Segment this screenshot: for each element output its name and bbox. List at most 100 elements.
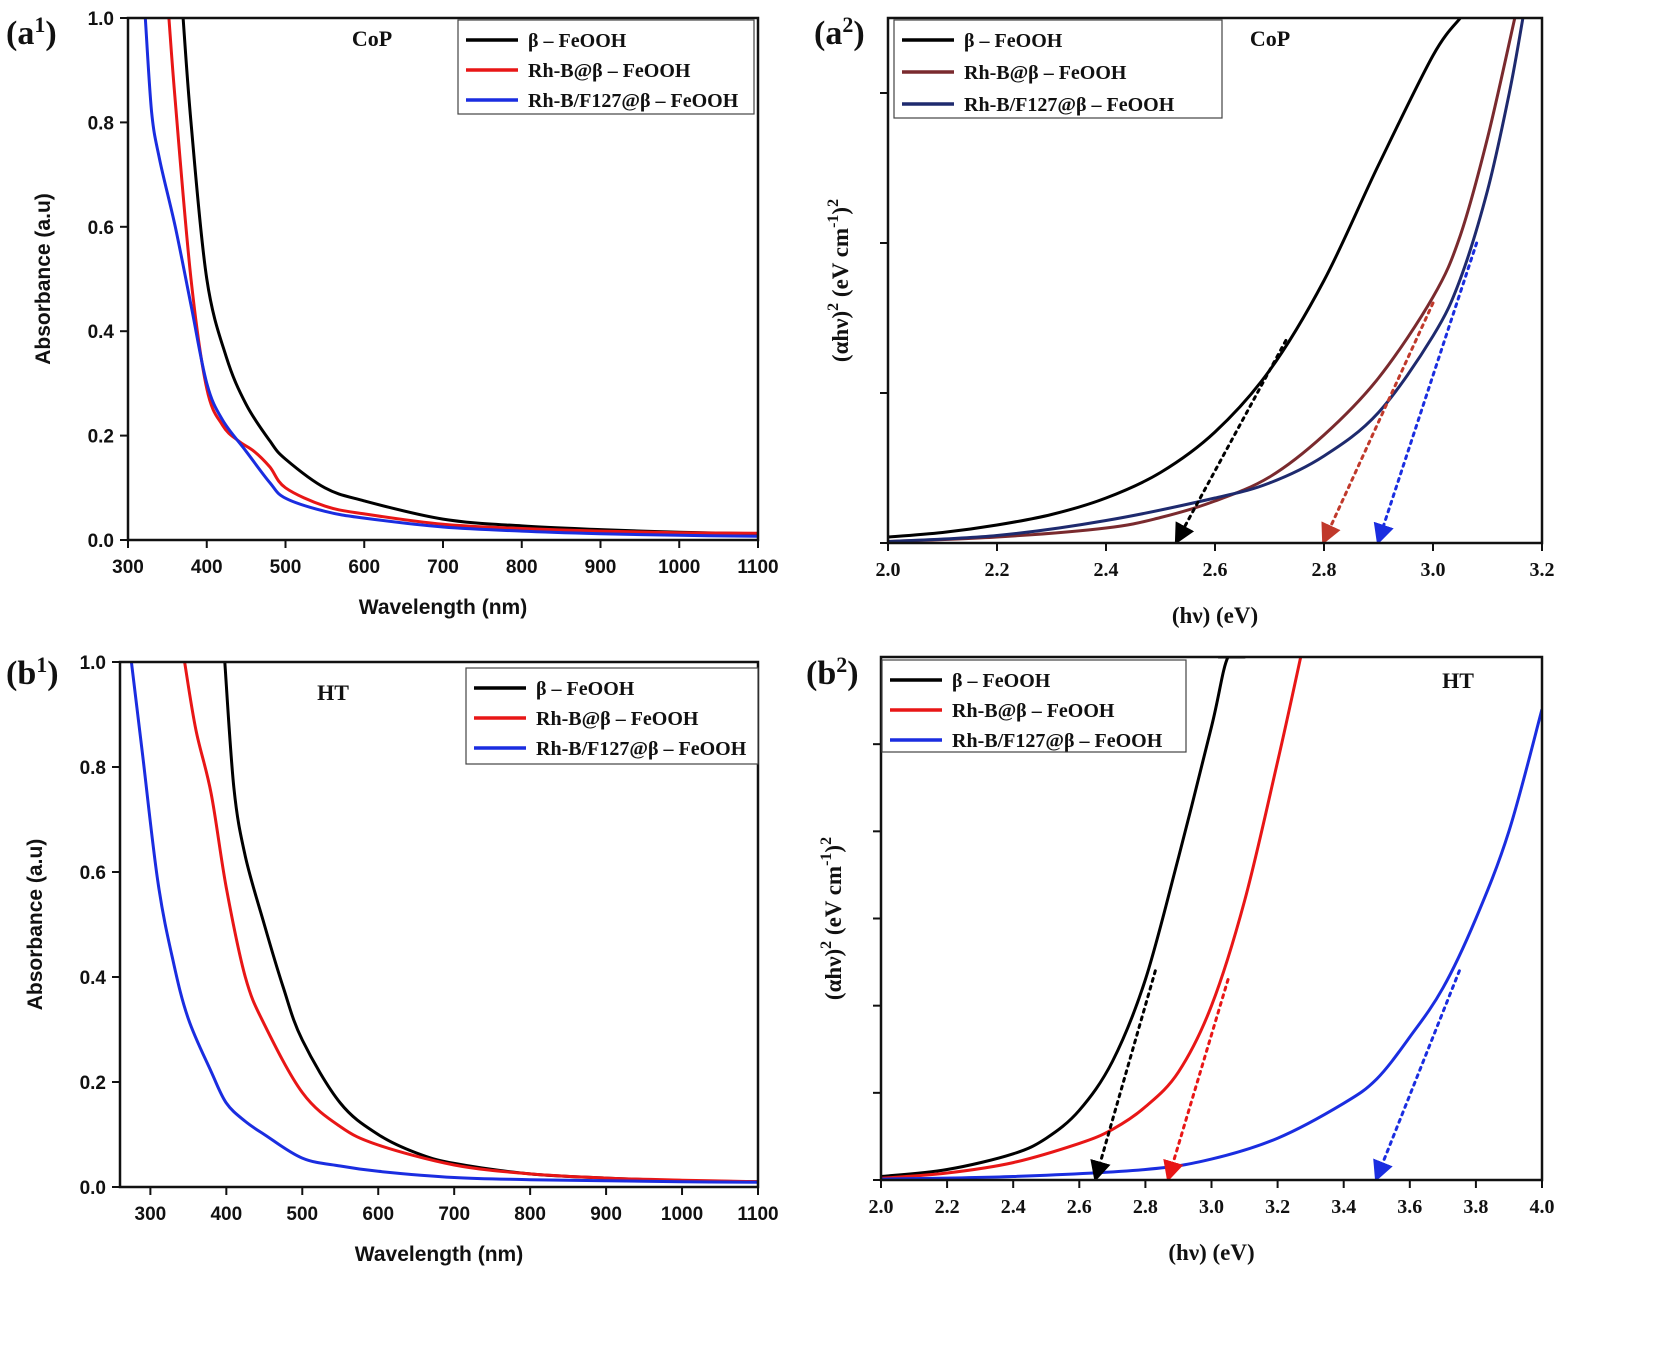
panel-label-a1: (a1): [6, 12, 57, 52]
x-tick-label-a2: 2.0: [876, 559, 901, 581]
y-tick-label-a1: 1.0: [88, 9, 114, 30]
series-line-a1-1: [167, 18, 758, 535]
panel-b1-chart: 300 400 500 600 700 800 900 1000 1100 0.0 0.2 0.4 0.…: [6, 652, 779, 1266]
y-tick-label-b1: 1.0: [80, 653, 106, 674]
series-line-a1-2: [143, 18, 758, 538]
panel-a2-chart: 2.0 2.2 2.4 2.6 2.8 3.0 3.2 CoP (a2) (hν) (eV) (αh…: [814, 12, 1555, 628]
y-tick-label-a1: 0.0: [88, 531, 114, 552]
x-tick-label-a1: 700: [427, 557, 459, 578]
x-tick-label-a1: 600: [348, 557, 380, 578]
x-tick-label-b1: 1100: [737, 1204, 778, 1225]
x-tick-label-b2: 3.8: [1463, 1196, 1488, 1218]
tangent-line-a2-1: [1321, 301, 1435, 543]
y-axis-label-a2: (αhν)2 (eV cm-1)2: [825, 199, 853, 362]
panel-label-a2: (a2): [814, 12, 865, 52]
x-axis-label-b2: (hν) (eV): [1168, 1240, 1254, 1265]
x-tick-label-a1: 300: [112, 557, 144, 578]
x-tick-label-b2: 2.6: [1067, 1196, 1092, 1218]
legend-entry-a1-1: Rh-B@β – FeOOH: [528, 60, 691, 82]
x-tick-label-b2: 2.4: [1001, 1196, 1026, 1218]
panel-label-b2: (b2): [806, 652, 859, 692]
legend-entry-a2-2: Rh-B/F127@β – FeOOH: [964, 94, 1175, 116]
sample-annotation-b2: HT: [1442, 668, 1474, 693]
tangent-line-a2-0: [1174, 339, 1288, 543]
y-axis-label-b1: Absorbance (a.u): [24, 839, 47, 1011]
x-tick-label-a1: 500: [270, 557, 302, 578]
x-tick-label-a2: 2.2: [985, 559, 1010, 581]
y-tick-label-a1: 0.2: [88, 427, 114, 448]
tangent-line-b2-2: [1373, 969, 1461, 1180]
plot-frame-b2: [879, 655, 1544, 1182]
y-tick-label-a1: 0.4: [88, 322, 115, 343]
x-axis-label-a2: (hν) (eV): [1172, 603, 1258, 628]
x-tick-label-b2: 3.4: [1331, 1196, 1356, 1218]
x-tick-label-b1: 700: [438, 1204, 470, 1225]
x-tick-label-a1: 800: [506, 557, 538, 578]
tangent-line-b2-0: [1090, 969, 1157, 1180]
plot-frame-b1: [118, 660, 760, 1189]
curves-a1: [143, 18, 758, 538]
x-tick-label-a2: 2.8: [1312, 559, 1337, 581]
x-tick-label-a2: 3.2: [1530, 559, 1555, 581]
x-tick-label-b2: 4.0: [1530, 1196, 1555, 1218]
y-axis-label-b2: (αhν)2 (eV cm-1)2: [818, 837, 846, 1000]
series-line-b2-2: [881, 708, 1542, 1180]
series-line-a1-0: [181, 18, 758, 536]
sample-annotation-b1: HT: [317, 680, 349, 705]
y-tick-label-a1: 0.6: [88, 218, 114, 239]
curves-b1: [129, 662, 758, 1184]
legend-entry-b1-2: Rh-B/F127@β – FeOOH: [536, 738, 747, 760]
x-tick-label-b2: 2.8: [1133, 1196, 1158, 1218]
y-tick-label-a1: 0.8: [88, 113, 114, 134]
series-line-b2-1: [881, 657, 1303, 1180]
legend-b1: β – FeOOH Rh-B@β – FeOOH Rh-B/F127@β – FeO…: [465, 667, 759, 765]
legend-a1: β – FeOOH Rh-B@β – FeOOH Rh-B/F127@β – FeO…: [457, 19, 755, 115]
x-tick-label-a1: 1100: [737, 557, 778, 578]
curves-a2: [888, 18, 1525, 543]
x-tick-label-a1: 1000: [658, 557, 700, 578]
panel-a1-chart: 300 400 500 600 700 800 900 1000 1100 0.0 0.2 0.4 0.…: [6, 9, 779, 619]
series-line-a2-2: [888, 18, 1525, 543]
tangent-line-a2-2: [1373, 241, 1479, 543]
x-tick-label-b2: 3.0: [1199, 1196, 1224, 1218]
x-tick-label-b1: 1000: [661, 1204, 703, 1225]
legend-entry-a2-0: β – FeOOH: [964, 30, 1063, 52]
series-line-a2-1: [888, 18, 1517, 543]
x-tick-label-a2: 2.6: [1203, 559, 1228, 581]
legend-a2: β – FeOOH Rh-B@β – FeOOH Rh-B/F127@β – FeO…: [893, 19, 1223, 119]
legend-entry-a1-0: β – FeOOH: [528, 30, 627, 52]
legend-entry-a2-1: Rh-B@β – FeOOH: [964, 62, 1127, 84]
panel-label-b1: (b1): [6, 652, 59, 692]
y-tick-label-b1: 0.2: [80, 1073, 106, 1094]
x-tick-label-a2: 3.0: [1421, 559, 1446, 581]
x-tick-label-b2: 3.2: [1265, 1196, 1290, 1218]
y-tick-label-b1: 0.6: [80, 863, 106, 884]
sample-annotation-a1: CoP: [352, 26, 392, 51]
series-line-b1-1: [183, 662, 758, 1184]
tangent-line-b2-1: [1163, 978, 1230, 1180]
x-tick-label-b2: 2.0: [869, 1196, 894, 1218]
x-tick-label-a1: 900: [585, 557, 617, 578]
legend-entry-b2-2: Rh-B/F127@β – FeOOH: [952, 730, 1163, 752]
y-tick-label-b1: 0.8: [80, 758, 106, 779]
x-tick-label-b1: 500: [286, 1204, 318, 1225]
x-tick-label-a1: 400: [191, 557, 223, 578]
x-axis-label-a1: Wavelength (nm): [359, 596, 527, 619]
x-axis-label-b1: Wavelength (nm): [355, 1243, 523, 1266]
plot-frame-a1: [126, 16, 760, 542]
y-tick-label-b1: 0.0: [80, 1178, 106, 1199]
legend-box-b2: [881, 659, 1187, 753]
legend-entry-b2-0: β – FeOOH: [952, 670, 1051, 692]
legend-box-a2: [893, 19, 1223, 119]
legend-entry-b2-1: Rh-B@β – FeOOH: [952, 700, 1115, 722]
legend-entry-b1-1: Rh-B@β – FeOOH: [536, 708, 699, 730]
y-tick-label-b1: 0.4: [80, 968, 107, 989]
legend-b2: β – FeOOH Rh-B@β – FeOOH Rh-B/F127@β – FeO…: [881, 659, 1187, 753]
legend-entry-a1-2: Rh-B/F127@β – FeOOH: [528, 90, 739, 112]
x-tick-label-b2: 2.2: [935, 1196, 960, 1218]
x-tick-label-b1: 300: [135, 1204, 167, 1225]
x-tick-label-b1: 800: [514, 1204, 546, 1225]
plot-frame-a2: [886, 16, 1544, 545]
sample-annotation-a2: CoP: [1250, 26, 1290, 51]
